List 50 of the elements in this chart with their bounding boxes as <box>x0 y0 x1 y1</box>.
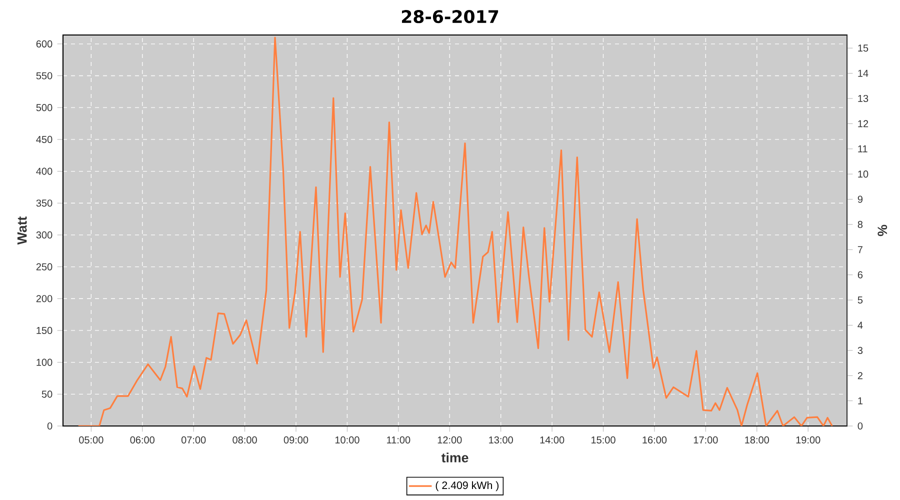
y2-axis-title: % <box>878 224 888 236</box>
x-tick-label: 10:00 <box>335 436 360 444</box>
y2-tick-label: 3 <box>858 346 863 354</box>
y-tick-label: 550 <box>36 72 52 80</box>
x-tick-label: 15:00 <box>591 436 616 444</box>
x-tick-label: 17:00 <box>694 436 718 444</box>
x-tick-label: 05:00 <box>79 436 104 444</box>
y2-tick-label: 2 <box>858 372 862 380</box>
y-tick-label: 600 <box>36 40 52 48</box>
x-tick-label: 06:00 <box>130 436 154 444</box>
x-tick-label: 09:00 <box>284 436 308 444</box>
y-tick-label: 0 <box>47 422 52 430</box>
legend-label: ( 2.409 kWh ) <box>436 481 499 492</box>
y-tick-label: 100 <box>36 358 52 366</box>
y-tick-label: 300 <box>36 231 52 239</box>
y-tick-label: 200 <box>36 295 52 302</box>
y2-tick-label: 10 <box>858 170 868 178</box>
y-axis-title: Watt <box>17 216 27 245</box>
chart-title: 28-6-2017 <box>402 10 498 24</box>
y2-tick-label: 9 <box>858 196 862 203</box>
x-tick-label: 07:00 <box>181 436 206 444</box>
y2-tick-label: 1 <box>858 397 862 404</box>
y-tick-label: 350 <box>36 200 52 207</box>
y2-tick-label: 13 <box>858 94 868 102</box>
y2-tick-label: 0 <box>858 422 863 430</box>
x-axis-title: time <box>441 452 468 462</box>
y2-tick-label: 4 <box>858 322 863 329</box>
y2-tick-label: 8 <box>858 220 863 228</box>
y2-tick-label: 11 <box>858 145 868 152</box>
y2-tick-label: 7 <box>858 246 862 254</box>
y2-tick-label: 6 <box>858 271 863 278</box>
x-tick-label: 13:00 <box>489 436 513 444</box>
x-tick-label: 16:00 <box>642 436 667 444</box>
y-tick-label: 150 <box>36 326 52 334</box>
y-tick-label: 250 <box>36 263 52 270</box>
y-tick-label: 500 <box>36 104 52 112</box>
y-tick-label: 450 <box>36 136 52 143</box>
x-tick-label: 11:00 <box>387 436 410 444</box>
x-tick-label: 08:00 <box>232 436 257 444</box>
x-tick-label: 18:00 <box>745 436 769 444</box>
y2-tick-label: 5 <box>858 296 863 304</box>
x-tick-label: 19:00 <box>796 436 820 444</box>
y2-tick-label: 14 <box>858 70 868 77</box>
y-tick-label: 50 <box>42 390 52 398</box>
x-tick-label: 14:00 <box>540 436 564 444</box>
y-tick-label: 400 <box>36 168 52 175</box>
y2-tick-label: 12 <box>858 120 868 128</box>
y2-tick-label: 15 <box>858 44 868 52</box>
x-tick-label: 12:00 <box>438 436 462 444</box>
line-series <box>78 36 833 426</box>
